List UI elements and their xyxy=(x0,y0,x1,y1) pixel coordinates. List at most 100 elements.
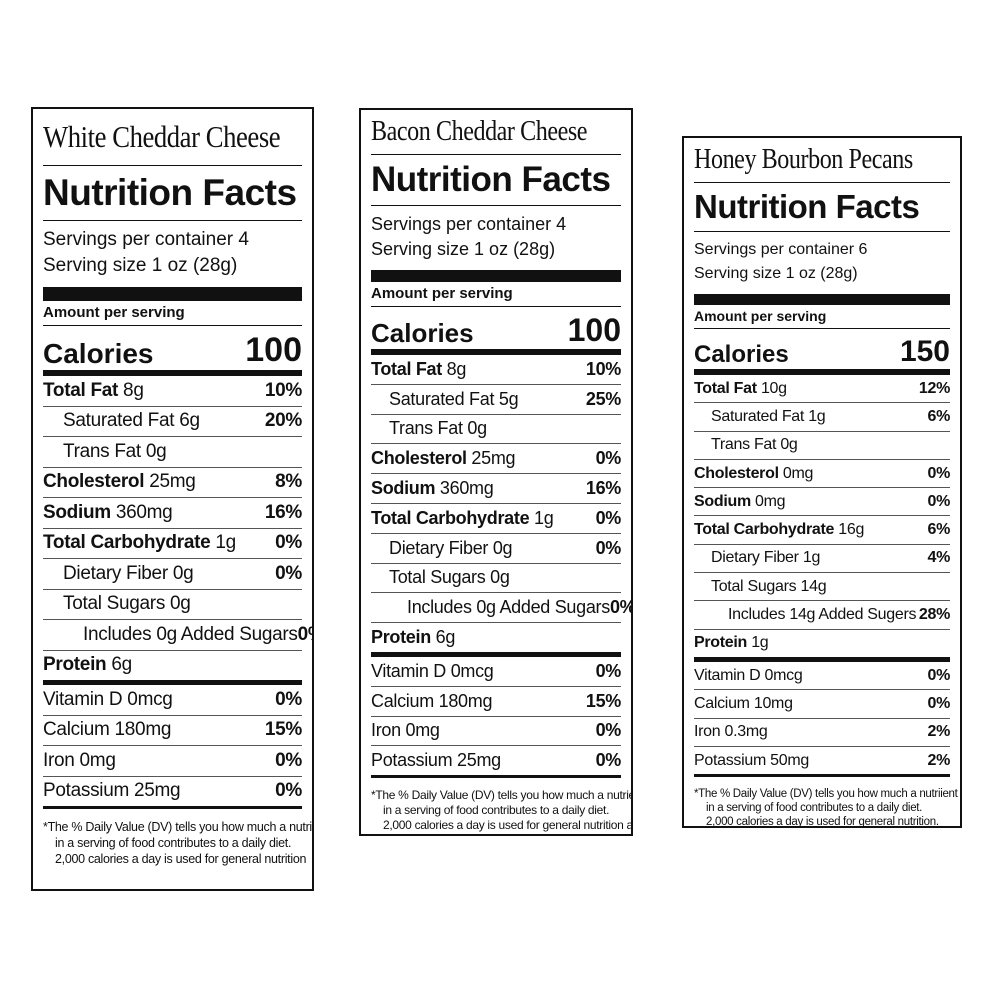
nutrient-label: Calcium 180mg xyxy=(371,691,492,712)
nutrient-label: Iron 0.3mg xyxy=(694,723,768,741)
nutrient-row: Dietary Fiber 0g 0% xyxy=(371,532,622,563)
nutrient-name: Sodium xyxy=(371,478,436,499)
daily-value: 6% xyxy=(927,407,950,425)
medium-bar xyxy=(694,774,950,778)
nutrient-label: Dietary Fiber 0g xyxy=(43,563,194,585)
nutrient-name: Sodium xyxy=(43,501,111,523)
nutrient-label: Potassium 25mg xyxy=(43,780,181,802)
daily-value: 0% xyxy=(275,749,302,771)
heading: Nutrition Facts xyxy=(371,154,621,206)
nutrient-row: Total Sugars 0g xyxy=(43,588,302,620)
daily-value: 0% xyxy=(595,720,622,741)
nutrient-amount: 25mg xyxy=(471,448,516,469)
nutrition-label: White Cheddar Cheese Nutrition Facts Servi… xyxy=(31,107,314,891)
nutrient-amount: 6g xyxy=(435,627,456,648)
nutrient-row: Cholesterol 0mg 0% xyxy=(694,458,950,487)
nutrient-row: Potassium 25mg 0% xyxy=(371,745,621,775)
medium-bar xyxy=(43,806,302,809)
nutrient-amount: 0mg xyxy=(405,720,440,741)
daily-value: 0% xyxy=(297,623,312,645)
nutrient-label: Total Fat 10g xyxy=(694,380,787,398)
footnote-line: *The % Daily Value (DV) tells you how mu… xyxy=(371,788,633,803)
nutrient-label: Total Sugars 0g xyxy=(371,567,510,588)
calories-value: 150 xyxy=(899,335,950,368)
nutrient-label: Total Carbohydrate 1g xyxy=(43,532,236,554)
nutrient-name: Trans Fat xyxy=(389,418,463,439)
daily-value: 0% xyxy=(595,537,622,558)
daily-value: 0% xyxy=(595,448,622,469)
nutrient-amount: 16g xyxy=(838,521,865,539)
nutrient-row: Protein 6g xyxy=(43,649,302,681)
nutrient-label: Total Fat 8g xyxy=(43,380,144,402)
nutrient-name: Vitamin D xyxy=(371,660,446,681)
nutrient-row: Vitamin D 0mcg 0% xyxy=(43,685,302,715)
thick-bar xyxy=(371,270,621,282)
nutrient-label: Sodium 360mg xyxy=(43,501,173,524)
nutrient-name: Total Carbohydrate xyxy=(43,532,211,554)
daily-value: 16% xyxy=(264,501,302,523)
nutrient-label: Sodium 360mg xyxy=(371,478,494,499)
daily-value: 0% xyxy=(275,688,302,710)
nutrient-amount: 0.3mg xyxy=(724,723,768,741)
nutrient-name: Dietary Fiber xyxy=(711,549,799,567)
serving-size: Serving size 1 oz (28g) xyxy=(371,239,556,259)
nutrient-label: Includes 14g Added Sugers xyxy=(694,606,917,624)
daily-value: 2% xyxy=(927,723,950,741)
nutrient-name: Cholesterol xyxy=(694,464,779,482)
nutrient-name: Total Carbohydrate xyxy=(371,507,530,528)
nutrition-label: Honey Bourbon Pecans Nutrition Facts Servi… xyxy=(682,136,962,828)
daily-value: 15% xyxy=(264,719,302,741)
daily-value: 10% xyxy=(585,358,621,379)
nutrient-row: Saturated Fat 6g 20% xyxy=(43,405,302,437)
product-name: Bacon Cheddar Cheese xyxy=(371,116,588,147)
nutrient-row: Potassium 25mg 0% xyxy=(43,775,302,807)
nutrient-amount: 0g xyxy=(170,593,191,615)
footnote-line: in a serving of food contributes to a da… xyxy=(383,803,610,818)
nutrient-row: Cholesterol 25mg 0% xyxy=(371,443,621,473)
footnote-line: 2,000 calories a day is used for general… xyxy=(383,818,633,833)
nutrient-amount: 1g xyxy=(808,407,826,425)
nutrient-name: Protein xyxy=(694,634,748,652)
nutrient-row: Vitamin D 0mcg 0% xyxy=(371,657,621,686)
nutrient-label: Includes 0g Added Sugars xyxy=(43,624,298,646)
nutrient-amount: 1g xyxy=(215,532,236,554)
nutrient-name: Saturated Fat xyxy=(63,410,175,432)
nutrient-amount: 8g xyxy=(446,358,467,379)
nutrient-amount: 0g xyxy=(145,440,167,462)
daily-value: 8% xyxy=(275,471,302,493)
nutrient-row: Total Sugars 14g xyxy=(694,572,950,600)
nutrient-row: Total Carbohydrate 1g 0% xyxy=(43,527,302,559)
nutrient-amount: 25mg xyxy=(457,750,501,771)
nutrient-label: Total Carbohydrate 1g xyxy=(371,507,554,529)
nutrient-name: Total Sugars xyxy=(389,567,486,588)
daily-value: 0% xyxy=(927,492,950,510)
nutrient-label: Total Fat 8g xyxy=(371,359,466,380)
daily-value: 0% xyxy=(595,507,622,528)
nutrient-row: Calcium 180mg 15% xyxy=(371,685,621,716)
nutrient-amount: 14g xyxy=(800,577,827,595)
nutrient-row: Trans Fat 0g xyxy=(694,430,950,459)
nutrition-label: Bacon Cheddar Cheese Nutrition Facts Servi… xyxy=(359,108,633,836)
nutrient-name: Iron xyxy=(371,720,401,741)
nutrient-label: Vitamin D 0mcg xyxy=(694,667,803,685)
nutrient-row: Protein 6g xyxy=(371,622,621,652)
daily-value: 6% xyxy=(927,521,950,539)
label-body: Honey Bourbon Pecans Nutrition Facts Servi… xyxy=(694,138,958,826)
nutrient-label: Calcium 180mg xyxy=(43,719,171,741)
nutrient-row: Total Fat 10g 12% xyxy=(694,375,950,402)
nutrient-amount: 0mcg xyxy=(450,660,494,681)
daily-value: 20% xyxy=(264,410,302,432)
footnote-line: in a serving of food contributes to a da… xyxy=(55,836,292,850)
daily-value: 0% xyxy=(275,780,302,802)
daily-value: 15% xyxy=(585,690,621,711)
nutrient-name: Vitamin D xyxy=(43,688,123,710)
label-body: White Cheddar Cheese Nutrition Facts Servi… xyxy=(43,109,312,867)
nutrient-row: Cholesterol 25mg 8% xyxy=(43,466,302,498)
nutrient-row: Potassium 50mg 2% xyxy=(694,745,950,774)
nutrient-row: Trans Fat 0g xyxy=(371,413,621,444)
label-body: Bacon Cheddar Cheese Nutrition Facts Servi… xyxy=(371,110,633,833)
nutrient-name: Potassium xyxy=(43,780,130,802)
nutrient-row: Iron 0mg 0% xyxy=(43,745,302,776)
nutrient-row: Total Sugars 0g xyxy=(371,562,621,593)
